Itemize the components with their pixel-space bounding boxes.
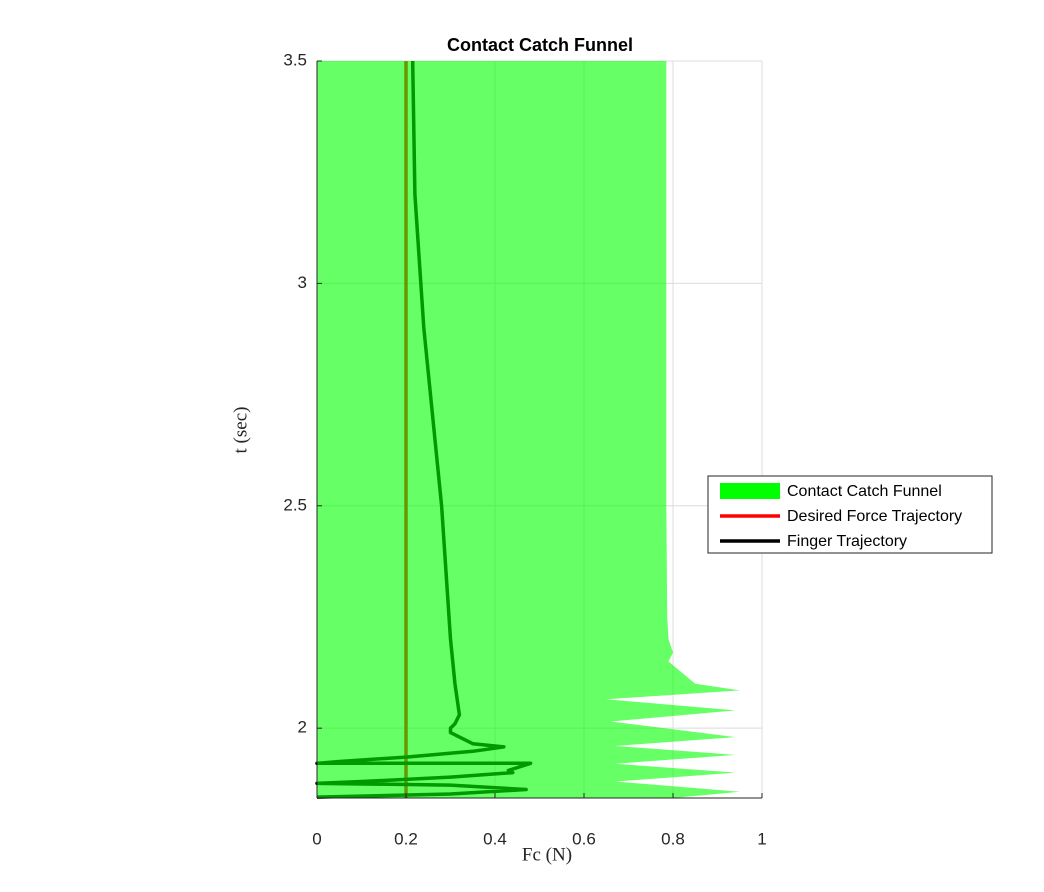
x-tick-label: 1 — [757, 829, 766, 848]
legend-swatch — [720, 483, 780, 499]
legend-label: Finger Trajectory — [787, 533, 907, 550]
chart-title: Contact Catch Funnel — [447, 35, 633, 55]
y-tick-label: 2.5 — [283, 495, 307, 514]
y-tick-label: 2 — [298, 718, 307, 737]
plot-area — [315, 60, 740, 799]
y-axis-label: t (sec) — [230, 407, 251, 454]
x-tick-label: 0 — [312, 829, 321, 848]
legend-label: Contact Catch Funnel — [787, 483, 942, 500]
legend: Contact Catch Funnel Desired Force Trajec… — [707, 475, 993, 554]
x-tick-label: 0.2 — [394, 829, 418, 848]
x-axis-label: Fc (N) — [522, 844, 572, 865]
legend-label: Desired Force Trajectory — [787, 508, 962, 525]
y-tick-label: 3 — [298, 273, 307, 292]
x-tick-label: 0.4 — [483, 829, 507, 848]
x-tick-label: 0.8 — [661, 829, 685, 848]
area — [317, 61, 740, 798]
x-tick-label: 0.6 — [572, 829, 596, 848]
y-tick-label: 3.5 — [283, 50, 307, 69]
